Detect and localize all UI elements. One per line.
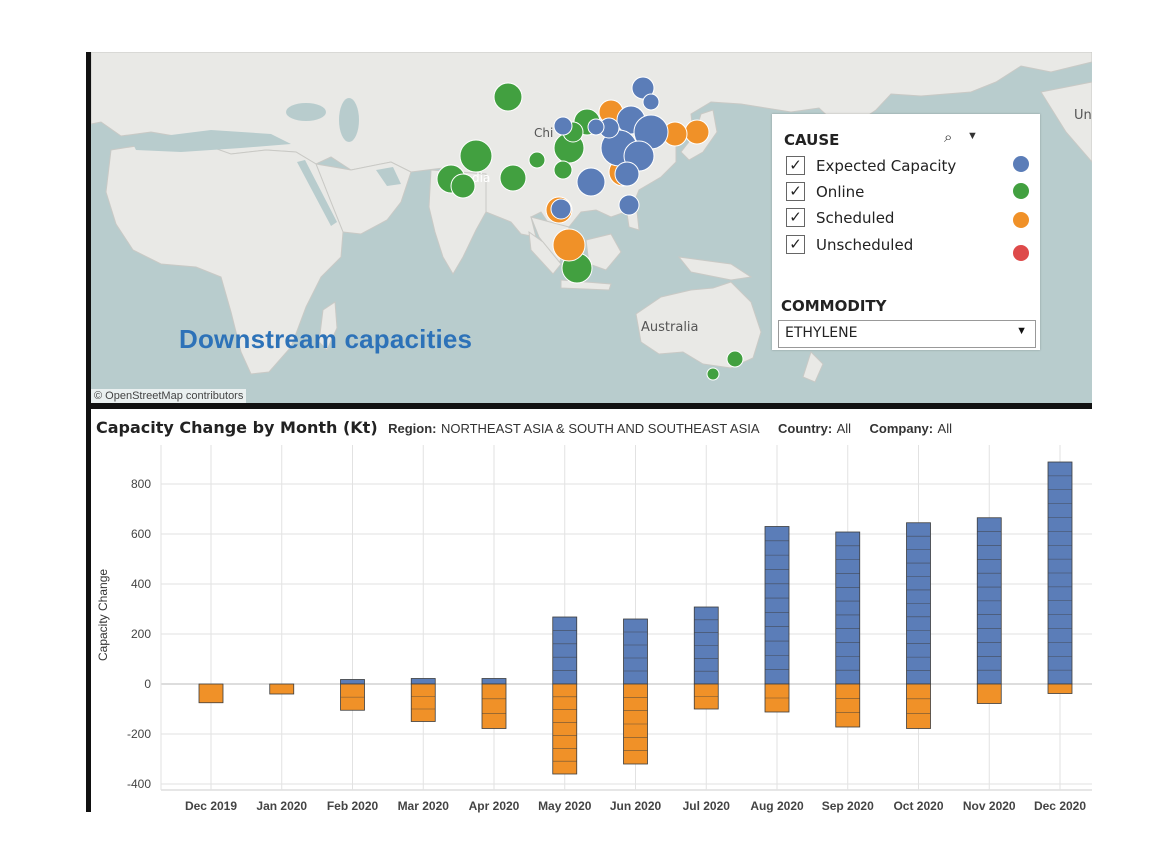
chevron-down-icon[interactable]: ▼ xyxy=(1016,325,1027,337)
legend-item-unscheduled[interactable]: ✓ Unscheduled xyxy=(786,235,1036,261)
black-sea xyxy=(286,103,326,121)
legend-label: Scheduled xyxy=(816,209,895,227)
legend-label: Expected Capacity xyxy=(816,157,957,175)
legend-label: Unscheduled xyxy=(816,236,914,254)
dropdown-caret-icon[interactable]: ▼ xyxy=(967,130,978,142)
bar-negative xyxy=(410,683,436,722)
x-tick-label: Jun 2020 xyxy=(610,799,662,813)
color-swatch-icon xyxy=(1013,183,1029,199)
x-tick-label: Jan 2020 xyxy=(256,799,307,813)
panel-separator xyxy=(86,403,1092,409)
y-tick-label: 600 xyxy=(131,527,151,541)
bar-positive xyxy=(481,678,507,685)
bar-negative xyxy=(835,683,861,728)
bar-positive xyxy=(410,678,436,685)
bar-positive xyxy=(552,616,578,685)
commodity-select[interactable]: ETHYLENE ▼ xyxy=(778,320,1036,348)
region-filter-value[interactable]: NORTHEAST ASIA & SOUTH AND SOUTHEAST ASI… xyxy=(440,421,760,436)
map-label-china: Chi xyxy=(534,126,553,140)
x-tick-label: Apr 2020 xyxy=(469,799,520,813)
chart-title: Capacity Change by Month (Kt) xyxy=(96,418,378,437)
company-filter-value[interactable]: All xyxy=(937,421,952,436)
land-new-zealand xyxy=(802,351,824,383)
color-swatch-icon xyxy=(1013,212,1029,228)
commodity-selected-value: ETHYLENE xyxy=(785,325,858,341)
land-sumatra xyxy=(528,230,562,275)
bar-negative xyxy=(1047,683,1073,694)
color-swatch-icon xyxy=(1013,245,1029,261)
x-tick-label: Nov 2020 xyxy=(963,799,1016,813)
y-tick-label: 800 xyxy=(131,477,151,491)
checkbox-unscheduled[interactable]: ✓ xyxy=(786,235,805,254)
cause-legend: CAUSE ⌕ ▼ ✓ Expected Capacity ✓ Online ✓… xyxy=(772,114,1040,350)
x-tick-label: Aug 2020 xyxy=(750,799,804,813)
y-tick-label: 400 xyxy=(131,577,151,591)
bar-negative xyxy=(976,683,1002,704)
land-india xyxy=(428,169,487,275)
x-tick-label: May 2020 xyxy=(538,799,592,813)
legend-title: CAUSE xyxy=(784,131,840,149)
legend-label: Online xyxy=(816,183,865,201)
x-tick-label: Feb 2020 xyxy=(327,799,379,813)
checkbox-scheduled[interactable]: ✓ xyxy=(786,208,805,227)
map-label-india: dia xyxy=(472,171,490,185)
x-tick-label: Sep 2020 xyxy=(822,799,874,813)
x-tick-label: Dec 2019 xyxy=(185,799,237,813)
y-tick-label: 200 xyxy=(131,627,151,641)
country-filter-label: Country: xyxy=(777,421,833,436)
legend-item-online[interactable]: ✓ Online xyxy=(786,182,1036,204)
map-label-us: Un xyxy=(1074,108,1092,123)
land-africa xyxy=(105,137,344,375)
bar-negative xyxy=(269,683,295,695)
land-madagascar xyxy=(318,301,338,351)
bar-positive xyxy=(340,679,365,685)
bar-negative xyxy=(552,683,578,775)
color-swatch-icon xyxy=(1013,156,1029,172)
bar-positive xyxy=(623,618,648,685)
x-tick-label: Oct 2020 xyxy=(893,799,943,813)
search-icon[interactable]: ⌕ xyxy=(944,129,953,146)
checkbox-expected-capacity[interactable]: ✓ xyxy=(786,156,805,175)
red-sea xyxy=(297,160,337,226)
land-new-guinea xyxy=(677,256,753,281)
bubbles-expected-capacity xyxy=(550,76,669,220)
land-australia xyxy=(635,281,762,369)
bubbles-online xyxy=(436,82,744,381)
x-tick-label: Mar 2020 xyxy=(398,799,450,813)
company-filter-label: Company: xyxy=(869,421,934,436)
mediterranean xyxy=(131,130,291,152)
legend-item-scheduled[interactable]: ✓ Scheduled xyxy=(786,208,1036,230)
checkbox-online[interactable]: ✓ xyxy=(786,182,805,201)
x-tick-label: Jul 2020 xyxy=(683,799,731,813)
y-tick-label: -200 xyxy=(127,727,151,741)
map-attribution[interactable]: © OpenStreetMap contributors xyxy=(91,389,247,403)
map-label-australia: Australia xyxy=(641,320,699,335)
bar-positive xyxy=(764,526,790,685)
x-tick-label: Dec 2020 xyxy=(1034,799,1086,813)
bar-positive xyxy=(835,531,861,685)
y-tick-label: 0 xyxy=(144,677,151,691)
bar-negative xyxy=(906,683,931,729)
bar-negative xyxy=(481,683,507,729)
left-border xyxy=(86,52,91,812)
caspian-sea xyxy=(339,98,359,142)
capacity-bar-chart[interactable]: -400 -200 0 200 400 600 800 Dec 2019 Jan 2020 Feb… xyxy=(91,440,1092,820)
land-north-america xyxy=(1040,81,1092,163)
chart-header: Capacity Change by Month (Kt) Region: NO… xyxy=(96,418,952,438)
region-filter-label: Region: xyxy=(388,421,437,436)
persian-gulf xyxy=(376,167,401,186)
country-filter-value[interactable]: All xyxy=(836,421,852,436)
legend-item-expected-capacity[interactable]: ✓ Expected Capacity xyxy=(786,156,1036,178)
map-title: Downstream capacities xyxy=(179,324,473,354)
bar-negative xyxy=(198,683,224,704)
y-tick-label: -400 xyxy=(127,777,151,791)
map-view[interactable]: Chi dia Australia Un Downstream capaciti… xyxy=(91,52,1092,403)
commodity-filter-title: COMMODITY xyxy=(781,297,887,315)
